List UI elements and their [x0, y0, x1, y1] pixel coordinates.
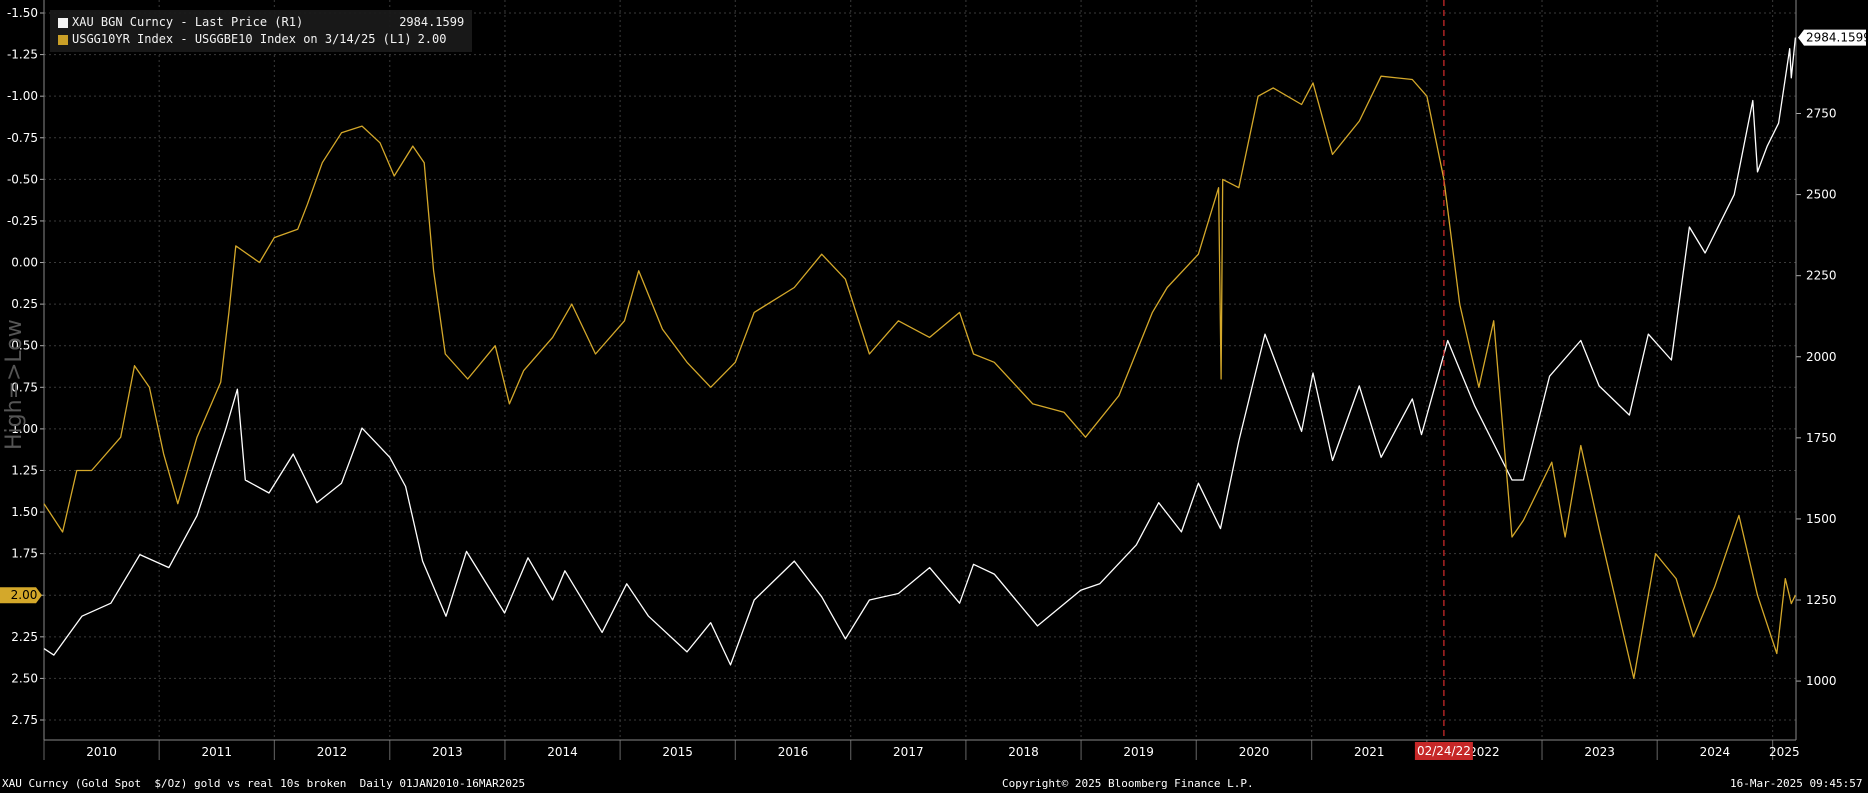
axis-labels: -1.50 -1.25 -1.00 -0.75 -0.50 -0.25 0.00 0.25 0.…	[0, 6, 1868, 760]
left-tick-label: -0.75	[7, 131, 38, 145]
year-label: 2022	[1469, 745, 1500, 759]
year-label: 2012	[317, 745, 348, 759]
legend-value-real-yield: 2.00	[417, 32, 447, 46]
year-label: 2025	[1769, 745, 1800, 759]
legend-swatch-gold	[58, 34, 68, 45]
left-last-value-label: 2.00	[11, 588, 38, 602]
legend-swatch-white	[58, 17, 68, 28]
right-tick-label: 2250	[1806, 269, 1837, 283]
year-label: 2019	[1123, 745, 1154, 759]
year-label: 2018	[1008, 745, 1039, 759]
year-label: 2013	[432, 745, 463, 759]
left-tick-label: 2.25	[11, 630, 38, 644]
year-label: 2020	[1239, 745, 1270, 759]
legend: XAU BGN Curncy - Last Price (R1) 2984.15…	[50, 10, 473, 52]
series-line-gold-price	[43, 37, 1797, 666]
left-last-value-tag	[0, 587, 42, 604]
year-label: 2010	[86, 745, 117, 759]
left-tick-label: -1.50	[7, 6, 38, 20]
left-tick-label: 2.75	[11, 713, 38, 727]
left-tick-label: 0.25	[11, 297, 38, 311]
legend-value-gold-price: 2984.1599	[399, 15, 465, 29]
right-tick-label: 2000	[1806, 350, 1837, 364]
left-tick-label: -0.50	[7, 172, 38, 186]
left-tick-label: 0.75	[11, 380, 38, 394]
left-tick-label: 0.50	[11, 339, 38, 353]
year-label: 2011	[201, 745, 232, 759]
right-tick-label: 1750	[1806, 431, 1837, 445]
vertical-marker-badge	[1414, 742, 1473, 760]
legend-item-gold-price: XAU BGN Curncy - Last Price (R1) 2984.15…	[58, 14, 464, 31]
left-tick-label: 1.00	[11, 422, 38, 436]
left-tick-label: 1.75	[11, 547, 38, 561]
left-tick-label: 1.25	[11, 463, 38, 477]
year-label: 2021	[1354, 745, 1385, 759]
footer-copyright: Copyright© 2025 Bloomberg Finance L.P.	[1002, 777, 1254, 790]
left-tick-label: 0.00	[11, 256, 38, 270]
left-tick-label: 1.50	[11, 505, 38, 519]
year-label: 2016	[778, 745, 809, 759]
footer-description: XAU Curncy (Gold Spot $/Oz) gold vs real…	[2, 777, 526, 790]
left-tick-label: -1.25	[7, 48, 38, 62]
footer-timestamp: 16-Mar-2025 09:45:57	[1730, 777, 1863, 790]
left-tick-label: 2.50	[11, 671, 38, 685]
series-lines	[43, 0, 1797, 740]
vertical-marker-label: 02/24/22	[1417, 744, 1471, 758]
right-tick-label: 1500	[1806, 512, 1837, 526]
year-label: 2017	[893, 745, 924, 759]
left-tick-label: -1.00	[7, 89, 38, 103]
legend-item-real-yield: USGG10YR Index - USGGBE10 Index on 3/14/…	[58, 31, 464, 48]
right-tick-label: 1250	[1806, 593, 1837, 607]
legend-label-gold-price: XAU BGN Curncy - Last Price (R1)	[72, 15, 304, 29]
right-last-value-label: 2984.1599	[1806, 31, 1868, 45]
series-line-real-yield	[43, 75, 1796, 680]
year-label: 2015	[662, 745, 693, 759]
year-label: 2023	[1584, 745, 1615, 759]
legend-label-real-yield: USGG10YR Index - USGGBE10 Index on 3/14/…	[72, 32, 412, 46]
left-tick-label: -0.25	[7, 214, 38, 228]
right-tick-label: 2500	[1806, 188, 1837, 202]
left-axis-side-label: High=>Low	[2, 319, 27, 450]
right-tick-label: 1000	[1806, 674, 1837, 688]
right-tick-label: 2750	[1806, 107, 1837, 121]
right-last-value-tag	[1798, 29, 1866, 46]
year-label: 2014	[547, 745, 578, 759]
footer: XAU Curncy (Gold Spot $/Oz) gold vs real…	[0, 775, 1868, 793]
year-label: 2024	[1700, 745, 1731, 759]
